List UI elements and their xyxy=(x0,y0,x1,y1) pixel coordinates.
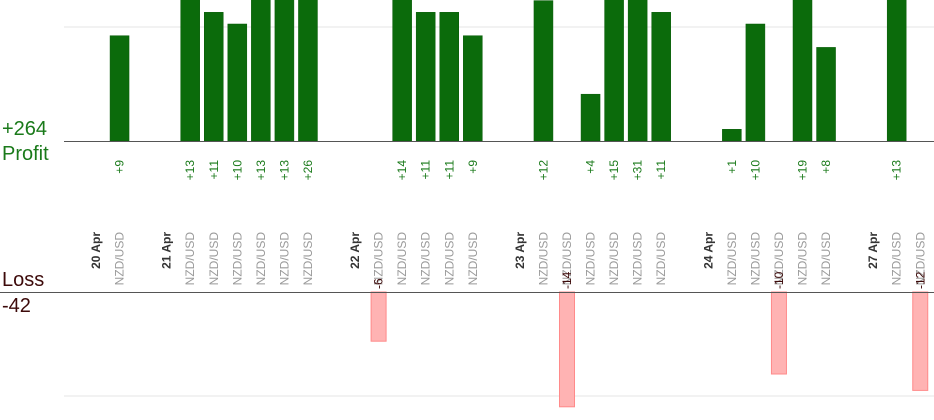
symbol-label: NZD/USD xyxy=(442,232,456,286)
profit-bar xyxy=(298,0,318,142)
profit-bar xyxy=(651,12,671,142)
profit-value-label: +11 xyxy=(207,160,221,180)
profit-bar xyxy=(816,47,836,142)
profit-value-label: +10 xyxy=(748,160,762,181)
loss-total: -42 xyxy=(2,295,31,317)
profit-bar xyxy=(886,0,907,142)
symbol-label: NZD/USD xyxy=(819,232,833,286)
profit-value-label: +8 xyxy=(819,160,833,174)
symbol-label: NZD/USD xyxy=(748,232,762,286)
profit-bar xyxy=(180,0,200,142)
profit-bar xyxy=(627,0,648,142)
profit-value-label: +9 xyxy=(113,160,127,174)
symbol-label: NZD/USD xyxy=(254,232,268,286)
date-label: 21 Apr xyxy=(160,232,174,269)
symbol-label: NZD/USD xyxy=(419,232,433,286)
profit-total: +264 xyxy=(2,118,48,140)
loss-label: Loss xyxy=(2,269,45,291)
profit-value-label: +9 xyxy=(466,160,480,174)
profit-value-label: +12 xyxy=(536,160,550,181)
profit-bar xyxy=(604,0,624,142)
date-label: 27 Apr xyxy=(866,232,880,269)
profit-value-label: +14 xyxy=(395,160,409,181)
profit-bar xyxy=(580,93,601,142)
symbol-label: NZD/USD xyxy=(536,232,550,286)
profit-bar xyxy=(463,35,483,142)
symbol-label: NZD/USD xyxy=(607,232,621,286)
symbol-label: NZD/USD xyxy=(796,232,810,286)
profit-bar xyxy=(439,12,459,142)
loss-bar xyxy=(770,291,787,375)
profit-value-label: +11 xyxy=(654,160,668,180)
profit-bar xyxy=(392,0,412,142)
profit-bar xyxy=(722,129,742,142)
symbol-label: NZD/USD xyxy=(395,232,409,286)
profit-value-label: +11 xyxy=(442,160,456,180)
profit-value-label: +13 xyxy=(890,160,904,181)
date-label: 24 Apr xyxy=(701,232,715,269)
profit-value-label: +13 xyxy=(254,160,268,181)
symbol-label: NZD/USD xyxy=(277,232,291,286)
profit-bar xyxy=(204,12,224,142)
symbol-label: NZD/USD xyxy=(913,232,927,286)
profit-value-label: +19 xyxy=(796,160,810,181)
loss-bar xyxy=(912,291,929,391)
profit-value-label: +13 xyxy=(183,160,197,181)
date-label: 22 Apr xyxy=(348,232,362,269)
symbol-label: NZD/USD xyxy=(207,232,221,286)
profit-value-label: +1 xyxy=(725,160,739,174)
loss-value-label: -14 xyxy=(560,271,574,289)
profit-bar xyxy=(251,0,271,142)
symbol-label: NZD/USD xyxy=(372,232,386,286)
loss-bar xyxy=(559,291,575,408)
profit-value-label: +15 xyxy=(607,160,621,181)
loss-value-label: -10 xyxy=(772,271,786,289)
symbol-label: NZD/USD xyxy=(183,232,197,286)
profit-bar xyxy=(415,12,436,142)
profit-value-label: +13 xyxy=(277,160,291,181)
symbol-label: NZD/USD xyxy=(890,232,904,286)
symbol-label: NZD/USD xyxy=(725,232,739,286)
profit-value-label: +26 xyxy=(301,160,315,181)
profit-bar xyxy=(227,23,248,142)
profit-value-label: +11 xyxy=(419,160,433,180)
loss-bar xyxy=(370,291,387,342)
symbol-label: NZD/USD xyxy=(631,232,645,286)
profit-value-label: +10 xyxy=(230,160,244,181)
profit-bar xyxy=(274,0,295,142)
loss-value-label: -12 xyxy=(913,271,927,289)
profit-label: Profit xyxy=(2,143,49,165)
symbol-label: NZD/USD xyxy=(113,232,127,286)
profit-value-label: +4 xyxy=(584,160,598,174)
profit-bar xyxy=(792,0,813,142)
loss-value-label: -6 xyxy=(372,278,386,289)
symbol-label: NZD/USD xyxy=(230,232,244,286)
date-label: 23 Apr xyxy=(513,232,527,269)
profit-bar xyxy=(109,35,130,142)
profit-bar xyxy=(533,0,554,142)
symbol-label: NZD/USD xyxy=(772,232,786,286)
symbol-label: NZD/USD xyxy=(584,232,598,286)
symbol-label: NZD/USD xyxy=(654,232,668,286)
symbol-label: NZD/USD xyxy=(466,232,480,286)
symbol-label: NZD/USD xyxy=(560,232,574,286)
profit-bar xyxy=(745,23,766,142)
symbol-label: NZD/USD xyxy=(301,232,315,286)
date-label: 20 Apr xyxy=(89,232,103,269)
profit-value-label: +31 xyxy=(631,160,645,181)
